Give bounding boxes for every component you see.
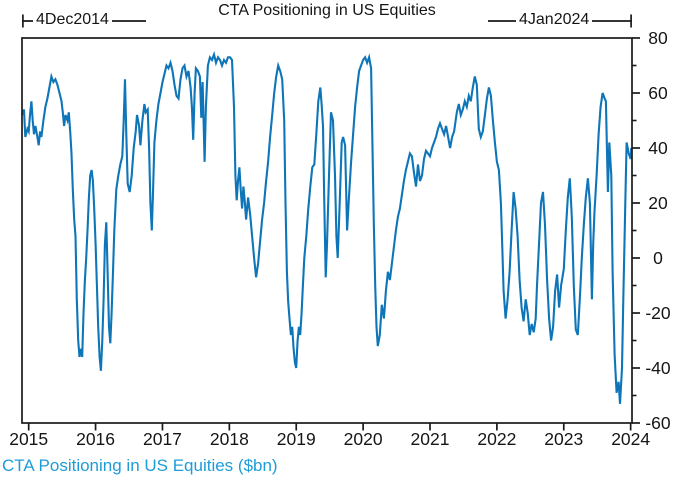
y-tick-label: -40 xyxy=(645,358,671,378)
y-tick-label: 20 xyxy=(648,193,668,213)
x-tick-label: 2016 xyxy=(76,429,116,449)
range-start-label: 4Dec2014 xyxy=(33,11,112,29)
x-tick-label: 2024 xyxy=(611,429,651,449)
chart-title: CTA Positioning in US Equities xyxy=(218,2,436,19)
y-tick-label: 80 xyxy=(648,28,668,48)
x-tick-label: 2019 xyxy=(276,429,316,449)
y-tick-label: -60 xyxy=(645,413,671,433)
y-tick-label: 0 xyxy=(653,248,663,268)
y-tick-label: -20 xyxy=(645,303,671,323)
y-tick-label: 60 xyxy=(648,83,668,103)
cta-positioning-series xyxy=(21,50,633,404)
range-end-label: 4Jan2024 xyxy=(516,11,593,29)
x-tick-label: 2020 xyxy=(343,429,383,449)
x-tick-label: 2015 xyxy=(9,429,49,449)
x-tick-label: 2017 xyxy=(142,429,182,449)
x-tick-label: 2021 xyxy=(410,429,450,449)
x-tick-label: 2022 xyxy=(477,429,517,449)
y-tick-label: 40 xyxy=(648,138,668,158)
chart-caption: CTA Positioning in US Equities ($bn) xyxy=(2,456,278,475)
x-tick-label: 2023 xyxy=(544,429,584,449)
x-tick-label: 2018 xyxy=(209,429,249,449)
